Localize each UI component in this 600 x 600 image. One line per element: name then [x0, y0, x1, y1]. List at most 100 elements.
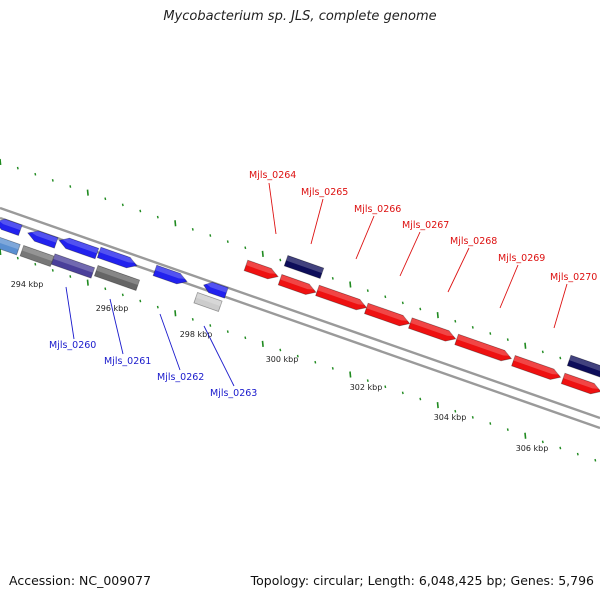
gene-highlight: [563, 373, 600, 390]
gene-highlight: [21, 245, 54, 262]
gene-label-mjls-0265[interactable]: Mjls_0265: [301, 187, 348, 198]
gene-label-mjls-0264[interactable]: Mjls_0264: [249, 170, 296, 181]
gene-highlight: [569, 355, 600, 374]
minor-tick: [34, 172, 37, 176]
minor-tick: [331, 367, 334, 370]
gene-arrow: [193, 292, 223, 312]
minor-tick: [191, 228, 194, 231]
gene-highlight: [96, 265, 140, 286]
gene-arrow: [363, 302, 411, 327]
outer-tick-track: [0, 158, 597, 372]
gene-label-mjls-0270[interactable]: Mjls_0270: [550, 272, 597, 283]
gene-highlight: [0, 237, 21, 250]
gene-blue: [203, 281, 229, 299]
minor-tick: [279, 348, 282, 352]
major-tick: [86, 189, 89, 196]
leader-line: [499, 264, 519, 309]
gene-arrow: [511, 355, 562, 380]
minor-tick: [541, 350, 544, 354]
gene-arrow: [408, 317, 457, 342]
minor-tick: [156, 215, 159, 219]
minor-tick: [489, 422, 492, 425]
gene-red: [243, 259, 279, 280]
minor-tick: [279, 258, 282, 262]
minor-tick: [296, 354, 299, 358]
minor-tick: [34, 262, 37, 266]
minor-tick: [209, 324, 212, 327]
minor-tick: [559, 356, 562, 360]
gene-label-mjls-0262[interactable]: Mjls_0262: [157, 372, 204, 383]
gene-blue: [0, 218, 23, 236]
minor-tick: [121, 203, 124, 207]
major-tick: [0, 248, 2, 256]
minor-tick: [16, 166, 19, 170]
leader-line: [447, 247, 470, 293]
gene-highlight: [456, 334, 513, 357]
scale-label: 294 kbp: [11, 280, 44, 289]
gene-arrow: [50, 253, 96, 279]
leader-line: [203, 325, 235, 387]
gene-arrow: [566, 354, 600, 380]
minor-tick: [69, 275, 72, 278]
gene-arrow: [0, 218, 23, 236]
gene-highlight: [155, 265, 188, 280]
minor-tick: [576, 452, 579, 456]
gene-red: [454, 333, 513, 362]
gene-arrow: [243, 259, 279, 280]
gene-label-mjls-0269[interactable]: Mjls_0269: [498, 253, 545, 264]
gene-light-blue: [0, 236, 21, 256]
gene-highlight: [99, 247, 138, 264]
minor-tick: [209, 234, 212, 237]
inner-tick-track: [0, 248, 597, 462]
minor-tick: [541, 440, 544, 444]
gene-label-mjls-0263[interactable]: Mjls_0263: [210, 388, 257, 399]
leader-line: [553, 283, 568, 329]
gene-arrow: [283, 255, 325, 279]
gene-arrow: [454, 333, 513, 362]
gene-label-mjls-0260[interactable]: Mjls_0260: [49, 340, 96, 351]
minor-tick: [69, 185, 72, 188]
gene-blue: [27, 230, 59, 249]
gene-highlight: [286, 255, 324, 274]
minor-tick: [401, 391, 404, 395]
gene-red: [560, 372, 600, 395]
gene-arrow: [93, 265, 141, 291]
gene-label-mjls-0268[interactable]: Mjls_0268: [450, 236, 497, 247]
gene-label-mjls-0266[interactable]: Mjls_0266: [354, 204, 401, 215]
gene-label-mjls-0261[interactable]: Mjls_0261: [104, 356, 151, 367]
gene-blue: [152, 264, 188, 285]
gene-arrow: [203, 281, 229, 299]
gene-grey: [93, 265, 141, 291]
major-tick: [436, 312, 439, 319]
accession-text: Accession: NC_009077: [9, 573, 152, 588]
gene-highlight: [53, 254, 95, 273]
gene-highlight: [513, 355, 562, 375]
scale-label: 298 kbp: [180, 330, 213, 339]
minor-tick: [244, 336, 247, 340]
gene-highlight: [195, 292, 222, 307]
gene-red: [315, 284, 368, 311]
gene-highlight: [28, 230, 58, 243]
minor-tick: [506, 338, 509, 341]
minor-tick: [104, 197, 107, 201]
gene-light-grey: [193, 292, 223, 312]
minor-tick: [331, 277, 334, 280]
gene-blue: [58, 237, 100, 260]
gene-label-mjls-0267[interactable]: Mjls_0267: [402, 220, 449, 231]
minor-tick: [506, 428, 509, 431]
major-tick: [524, 432, 527, 439]
gene-purple: [50, 253, 96, 279]
leader-line: [65, 286, 75, 340]
minor-tick: [401, 301, 404, 305]
minor-tick: [51, 179, 54, 182]
minor-tick: [104, 287, 107, 291]
gene-red: [511, 355, 562, 380]
gene-arrow: [0, 236, 21, 256]
minor-tick: [51, 269, 54, 272]
minor-tick: [384, 295, 387, 299]
leader-line: [355, 215, 375, 260]
gene-navy: [283, 255, 325, 279]
map-title: Mycobacterium sp. JLS, complete genome: [163, 9, 437, 24]
gene-highlight: [204, 282, 229, 293]
gene-highlight: [366, 303, 411, 322]
